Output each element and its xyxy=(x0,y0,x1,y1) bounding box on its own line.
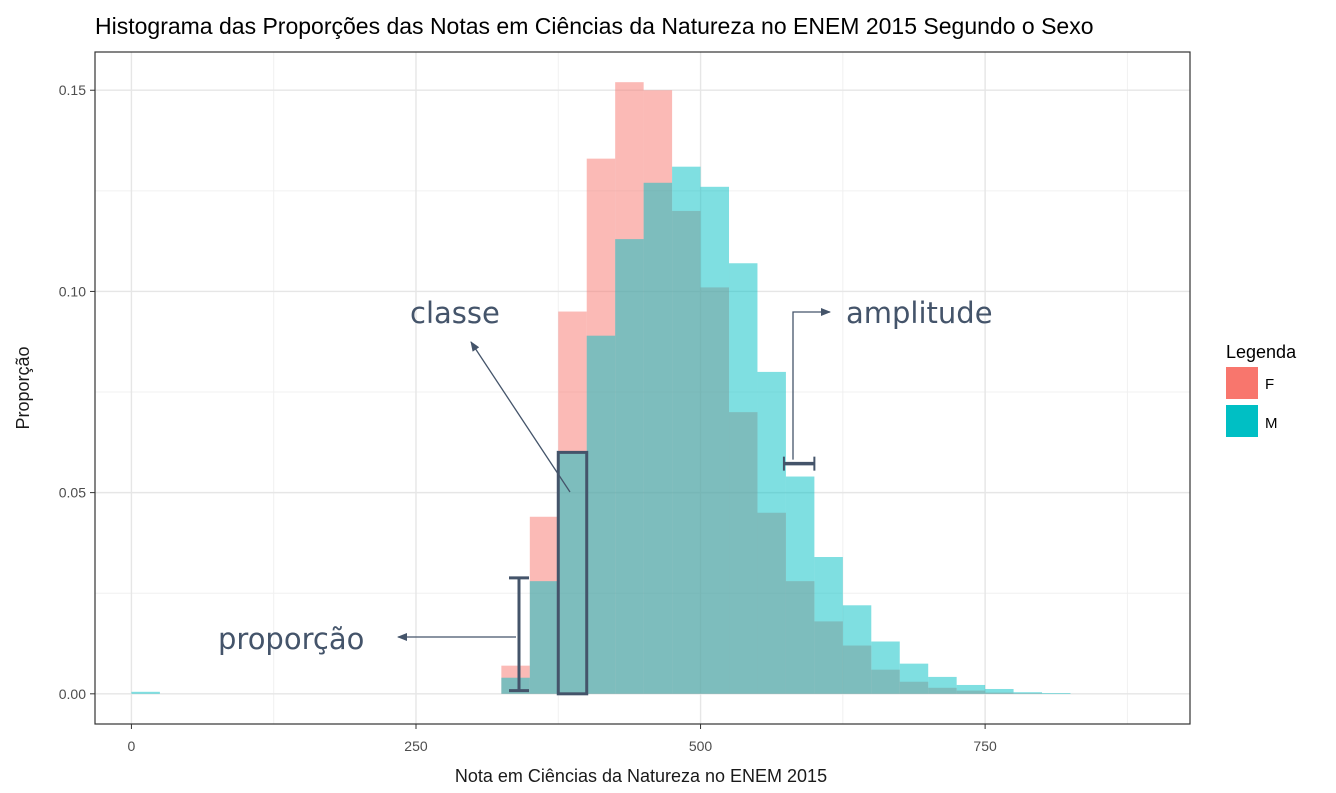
legend-label-f: F xyxy=(1265,376,1274,393)
legend-swatch-m xyxy=(1226,405,1258,437)
bar-m xyxy=(985,688,1014,694)
legend: Legenda F M xyxy=(1226,342,1297,437)
bar-m xyxy=(131,691,160,694)
bar-m xyxy=(672,166,701,694)
bar-m xyxy=(956,684,986,694)
x-axis-ticks: 0 250 500 750 xyxy=(128,724,997,754)
x-tick-label: 500 xyxy=(689,738,713,754)
x-tick-label: 0 xyxy=(128,738,136,754)
legend-swatch-f xyxy=(1226,367,1258,399)
annotation-overlay xyxy=(397,308,831,696)
x-axis-title: Nota em Ciências da Natureza no ENEM 201… xyxy=(455,766,827,786)
y-tick-label: 0.15 xyxy=(59,82,86,98)
y-axis-ticks: 0.00 0.05 0.10 0.15 xyxy=(59,82,95,702)
class-highlight-box xyxy=(556,450,589,696)
bar-m xyxy=(1042,693,1071,694)
chart-title: Histograma das Proporções das Notas em C… xyxy=(95,13,1094,39)
bar-m xyxy=(757,371,786,694)
bar-m xyxy=(729,263,758,694)
series-m-bars xyxy=(131,166,1071,694)
plot-panel-border xyxy=(94,51,1191,725)
bar-m xyxy=(586,335,616,694)
y-tick-label: 0.00 xyxy=(59,686,86,702)
bar-m xyxy=(1013,692,1043,694)
amplitude-arrow xyxy=(792,308,831,460)
y-tick-label: 0.05 xyxy=(59,485,86,501)
bar-m xyxy=(871,641,900,694)
bar-m xyxy=(785,476,815,694)
x-tick-label: 250 xyxy=(404,738,428,754)
bar-m xyxy=(842,605,872,694)
legend-title: Legenda xyxy=(1226,342,1297,362)
bar-m xyxy=(700,186,730,694)
annotation-classe: classe xyxy=(410,296,500,330)
bar-m xyxy=(615,239,644,694)
annotation-proporcao: proporção xyxy=(218,622,364,656)
classe-arrow xyxy=(470,341,571,493)
bar-m xyxy=(643,182,673,694)
bar-m xyxy=(814,557,843,694)
bar-m xyxy=(529,581,559,694)
y-tick-label: 0.10 xyxy=(59,283,86,299)
y-axis-title: Proporção xyxy=(13,346,33,429)
annotations: classe amplitude proporção xyxy=(218,296,993,656)
annotation-amplitude: amplitude xyxy=(846,296,993,330)
bar-m xyxy=(928,676,957,694)
bar-m xyxy=(558,452,587,694)
legend-label-m: M xyxy=(1265,415,1278,432)
x-tick-label: 750 xyxy=(973,738,997,754)
bar-m xyxy=(899,663,929,694)
